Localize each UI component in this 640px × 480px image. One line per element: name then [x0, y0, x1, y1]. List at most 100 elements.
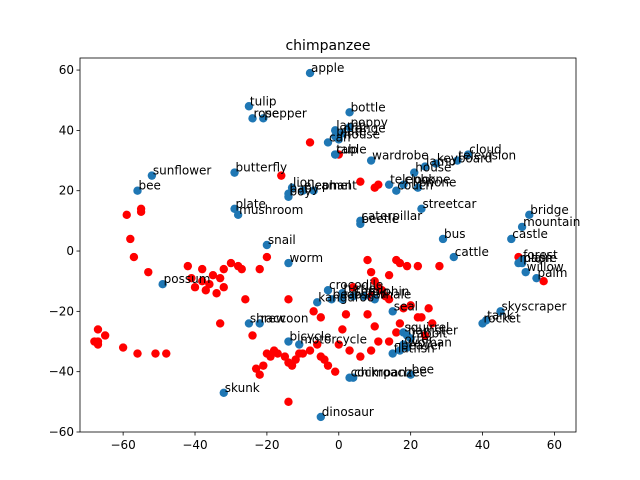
- y-tick-label: −40: [49, 365, 74, 379]
- labeled-point: [219, 388, 228, 397]
- unlabeled-point: [320, 355, 329, 364]
- point-label: mouse: [340, 127, 380, 141]
- unlabeled-point: [129, 252, 139, 262]
- labeled-point: [420, 162, 430, 171]
- axes-layer: −60 −40 −20 0 20 40 60 −60 −40 −20 0 20 40 60: [49, 57, 577, 452]
- point-label: turtle: [343, 281, 376, 295]
- labeled-point: [233, 210, 243, 220]
- unlabeled-point: [399, 304, 408, 313]
- unlabeled-point: [316, 313, 326, 322]
- point-label: crocodile: [329, 278, 383, 292]
- point-label: plate: [336, 124, 366, 138]
- point-label: forest: [523, 248, 558, 262]
- labeled-point: [366, 156, 376, 165]
- unlabeled-point: [309, 307, 318, 316]
- unlabeled-point: [255, 370, 264, 379]
- unlabeled-point: [100, 331, 110, 340]
- point-label: shrew: [250, 311, 286, 325]
- labeled-point: [410, 168, 419, 177]
- point-label: dolphin: [365, 284, 409, 298]
- unlabeled-point: [201, 286, 210, 295]
- unlabeled-point: [280, 352, 290, 361]
- labeled-point: [532, 273, 541, 283]
- unlabeled-point: [212, 289, 221, 298]
- unlabeled-point: [284, 295, 293, 304]
- unlabeled-point: [136, 204, 146, 214]
- unlabeled-point: [374, 180, 383, 189]
- unlabeled-point: [334, 340, 343, 349]
- point-label: television: [458, 149, 516, 163]
- point-label: bus: [444, 227, 465, 241]
- labeled-point: [295, 340, 304, 349]
- unlabeled-point: [215, 319, 225, 328]
- y-tick-label: −60: [49, 425, 74, 439]
- labeled-point: [244, 319, 254, 328]
- point-label: lamp: [426, 155, 456, 169]
- point-label: elephant: [304, 179, 357, 193]
- unlabeled-point: [395, 258, 405, 268]
- y-tick-label: 40: [59, 123, 74, 137]
- point-label: rocket: [484, 311, 522, 325]
- point-label: table: [336, 143, 366, 157]
- unlabeled-point: [363, 310, 372, 319]
- labeled-point: [323, 138, 333, 147]
- point-label: tank: [487, 308, 514, 322]
- unlabeled-point: [259, 361, 268, 370]
- unlabeled-point: [284, 397, 293, 407]
- point-label: rabbit: [412, 327, 448, 341]
- labeled-point: [284, 337, 293, 346]
- point-label: beaver: [401, 339, 443, 353]
- point-label: baby: [289, 182, 319, 196]
- point-label: poppy: [351, 115, 388, 129]
- x-tick-label: 60: [547, 438, 562, 452]
- x-tick-label: −40: [182, 438, 207, 452]
- unlabeled-point: [190, 283, 200, 292]
- unlabeled-point: [287, 361, 297, 370]
- point-label: possum: [164, 272, 211, 286]
- point-label: lamp: [336, 118, 366, 132]
- labeled-point: [521, 267, 530, 277]
- point-label: bee: [412, 363, 434, 377]
- point-label: sunflower: [153, 164, 212, 178]
- unlabeled-point: [251, 364, 261, 373]
- point-label: apple: [311, 61, 344, 75]
- unlabeled-point: [162, 349, 171, 358]
- unlabeled-point: [248, 331, 257, 340]
- labeled-point: [417, 204, 426, 214]
- labeled-point: [525, 210, 534, 220]
- labeled-point: [262, 240, 272, 250]
- unlabeled-point: [305, 138, 315, 147]
- point-label: kangaroo: [318, 290, 374, 304]
- labeled-point: [348, 292, 358, 301]
- unlabeled-point: [266, 352, 275, 361]
- x-tick-label: −60: [110, 438, 135, 452]
- unlabeled-point: [406, 301, 415, 310]
- point-label: whale: [376, 287, 412, 301]
- labeled-point: [158, 280, 167, 289]
- unlabeled-point: [420, 331, 430, 340]
- labeled-point: [517, 222, 527, 232]
- unlabeled-point: [374, 283, 383, 292]
- labeled-point: [406, 334, 415, 343]
- labeled-point: [406, 370, 415, 379]
- unlabeled-point: [323, 361, 333, 370]
- labeled-point: [255, 319, 264, 328]
- labeled-point: [244, 102, 254, 111]
- point-label: cattle: [455, 245, 489, 259]
- point-label: beetle: [361, 212, 399, 226]
- labeled-point: [284, 258, 293, 268]
- unlabeled-point: [118, 343, 128, 352]
- labeled-point: [284, 192, 293, 201]
- labeled-point: [463, 150, 473, 159]
- point-label: cloud: [469, 143, 502, 157]
- labeled-point: [514, 258, 523, 268]
- unlabeled-point: [183, 261, 193, 271]
- unlabeled-point: [133, 349, 142, 358]
- x-tick-label: 40: [475, 438, 490, 452]
- point-label: orange: [343, 121, 385, 135]
- unlabeled-point: [219, 283, 228, 292]
- point-label: bicycle: [289, 330, 331, 344]
- unlabeled-point: [93, 337, 103, 346]
- point-label: maple: [519, 251, 556, 265]
